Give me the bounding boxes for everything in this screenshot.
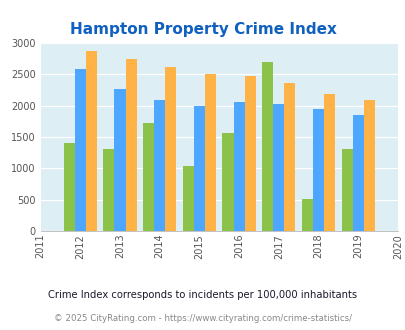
Bar bbox=[363, 100, 374, 231]
Text: © 2025 CityRating.com - https://www.cityrating.com/crime-statistics/: © 2025 CityRating.com - https://www.city… bbox=[54, 314, 351, 323]
Bar bbox=[312, 109, 323, 231]
Text: Hampton Property Crime Index: Hampton Property Crime Index bbox=[69, 22, 336, 37]
Bar bbox=[182, 166, 193, 231]
Bar bbox=[143, 123, 154, 231]
Bar bbox=[85, 51, 97, 231]
Bar bbox=[64, 143, 75, 231]
Bar bbox=[262, 62, 273, 231]
Bar bbox=[75, 69, 85, 231]
Bar bbox=[233, 102, 244, 231]
Bar bbox=[244, 76, 255, 231]
Bar bbox=[154, 100, 165, 231]
Bar bbox=[125, 59, 136, 231]
Text: Crime Index corresponds to incidents per 100,000 inhabitants: Crime Index corresponds to incidents per… bbox=[48, 290, 357, 300]
Bar bbox=[222, 133, 233, 231]
Bar bbox=[301, 199, 312, 231]
Bar bbox=[284, 83, 295, 231]
Bar bbox=[193, 106, 205, 231]
Bar bbox=[114, 89, 125, 231]
Bar bbox=[323, 94, 335, 231]
Bar bbox=[205, 74, 215, 231]
Bar bbox=[273, 104, 283, 231]
Bar bbox=[103, 149, 114, 231]
Bar bbox=[341, 149, 352, 231]
Bar bbox=[352, 115, 363, 231]
Bar bbox=[165, 67, 176, 231]
